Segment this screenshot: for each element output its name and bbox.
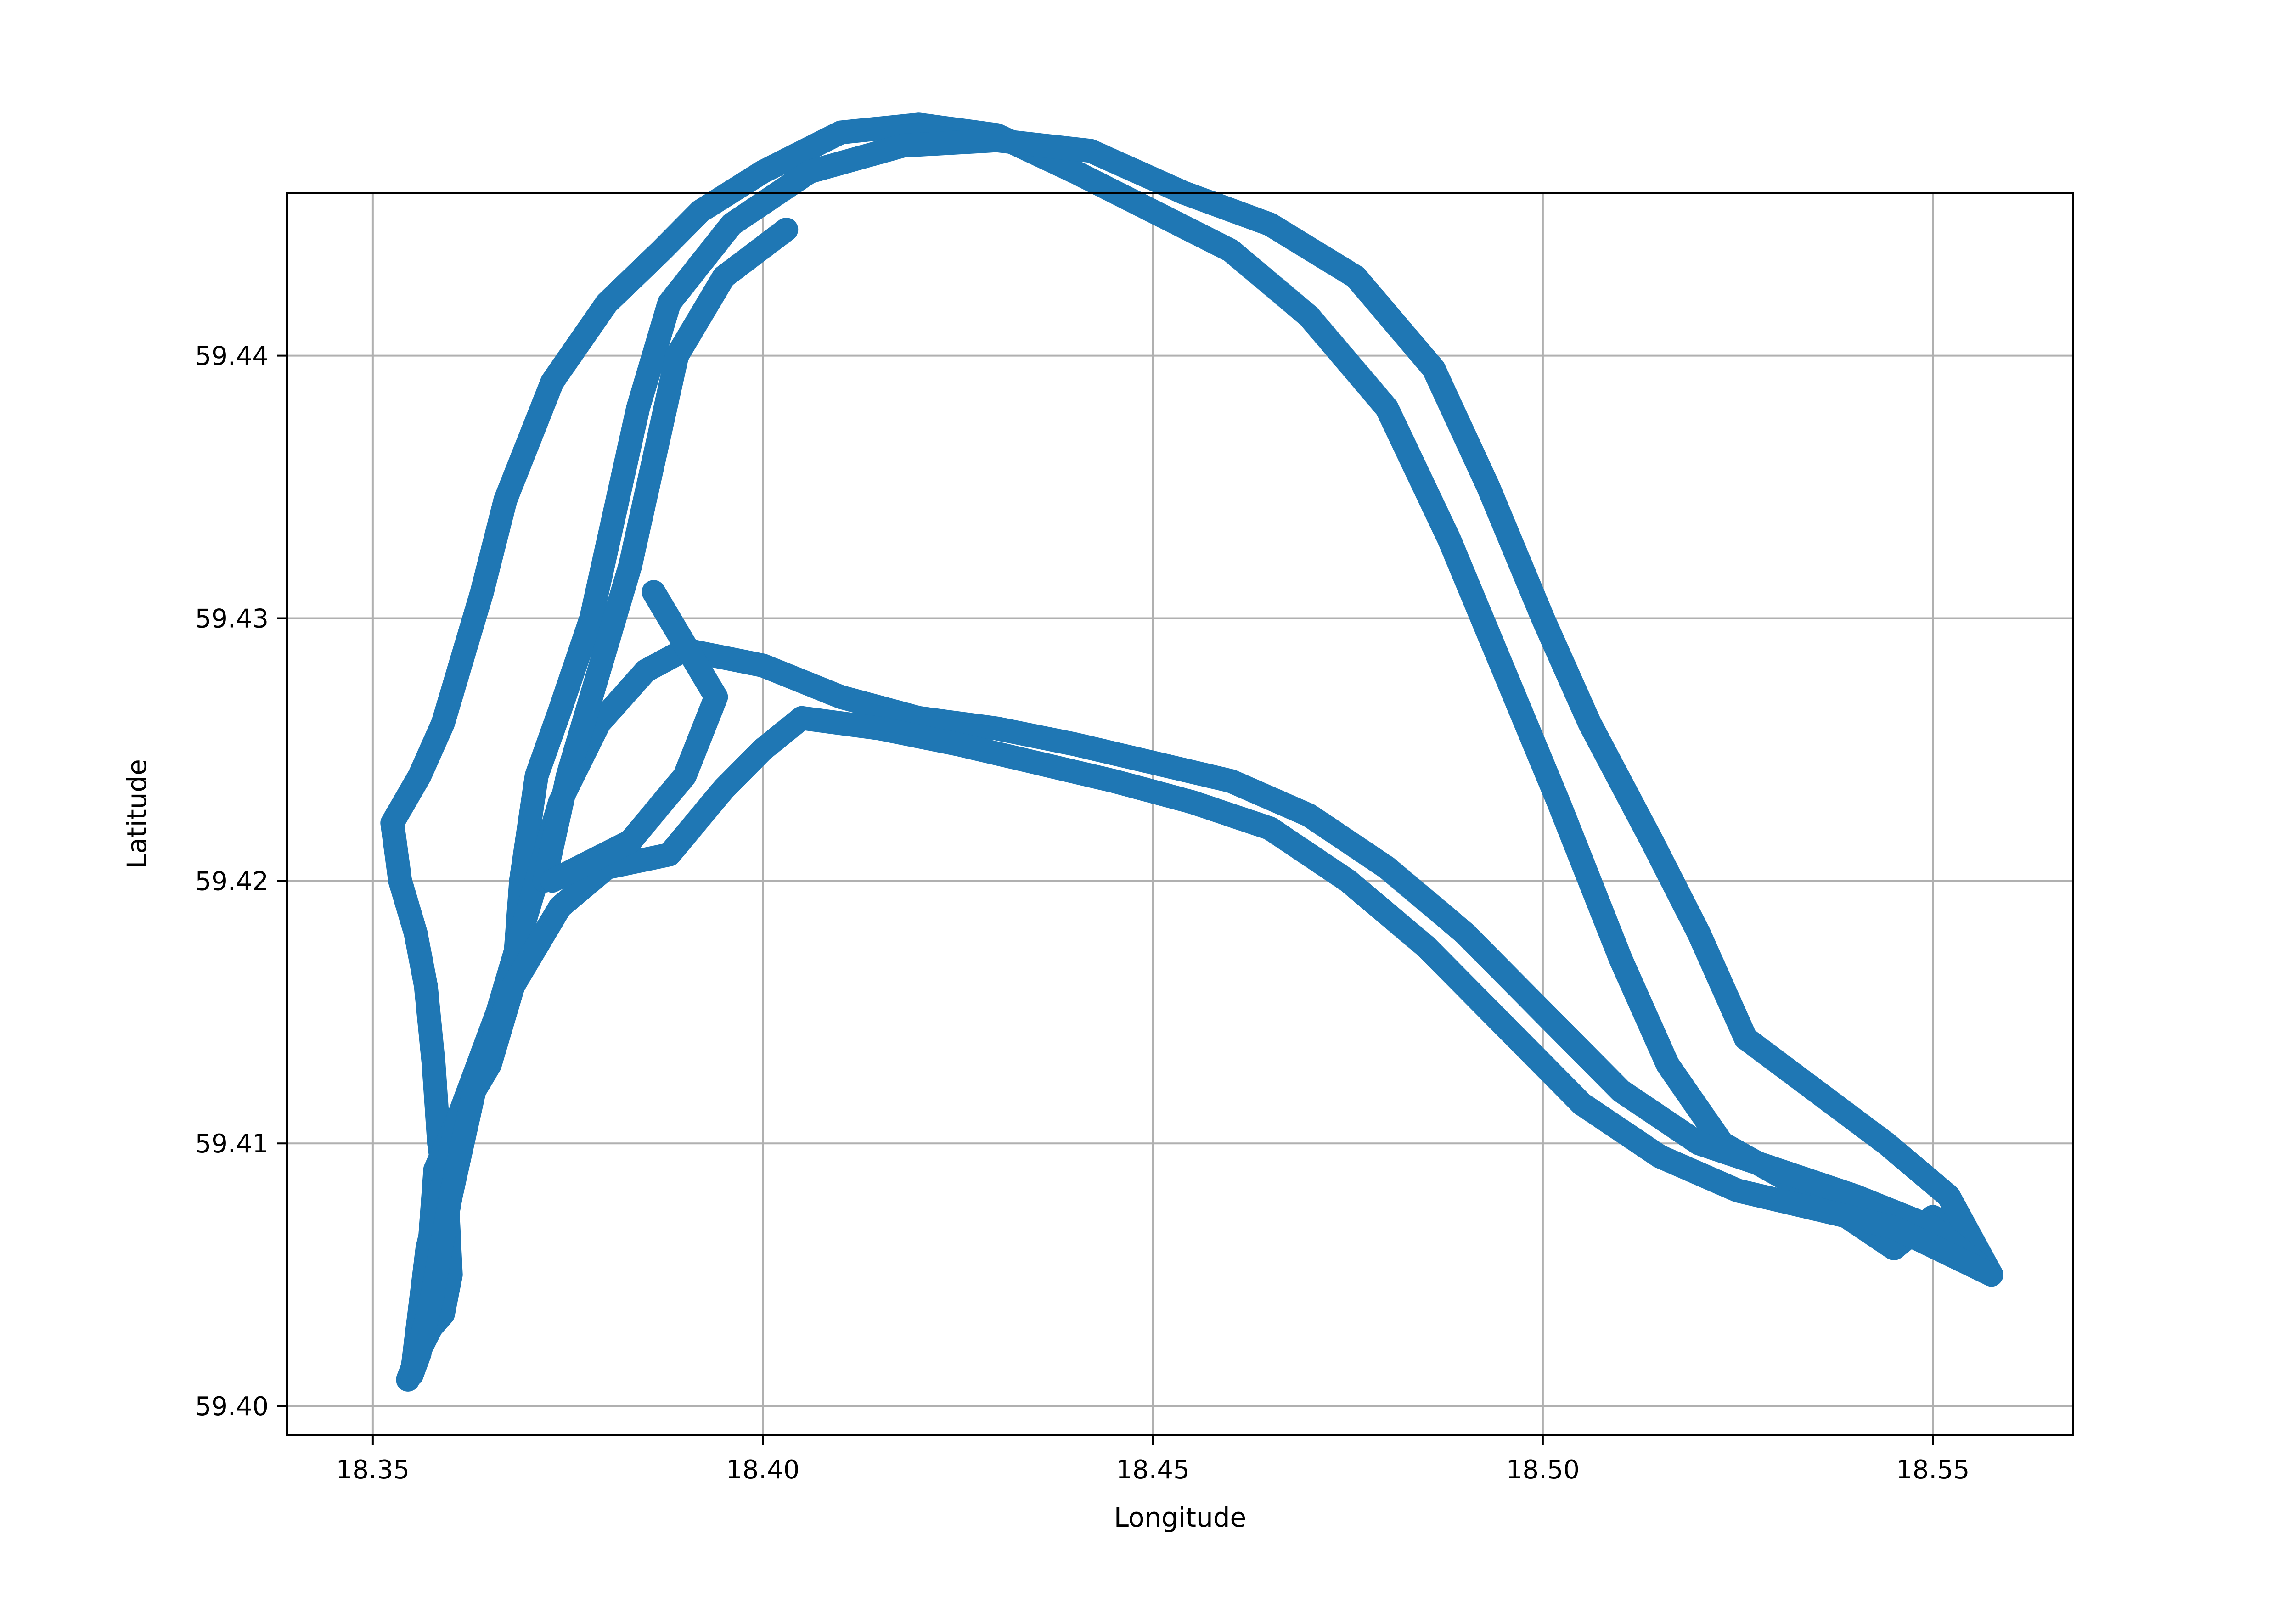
x-tick-label: 18.45	[1116, 1455, 1189, 1485]
track-line-5	[532, 218, 799, 893]
track-line-6	[540, 580, 728, 893]
x-tick-label: 18.55	[1896, 1455, 1970, 1485]
track-series	[380, 112, 2003, 1392]
track-line-1	[380, 112, 2003, 1392]
y-axis-label: Latitude	[121, 759, 152, 869]
y-tick-label: 59.44	[195, 342, 269, 371]
y-tick-label: 59.42	[195, 866, 269, 896]
y-tick-label: 59.40	[195, 1392, 269, 1422]
y-tick-label: 59.41	[195, 1129, 269, 1159]
y-axis-ticks: 59.40 59.41 59.42 59.43 59.44	[195, 342, 287, 1422]
y-tick-label: 59.43	[195, 604, 269, 634]
track-line-3	[400, 638, 2003, 1387]
x-axis-ticks: 18.35 18.40 18.45 18.50 18.55	[336, 1435, 1970, 1485]
x-tick-label: 18.40	[726, 1455, 799, 1485]
plot-frame	[286, 192, 2074, 1436]
x-tick-label: 18.50	[1506, 1455, 1580, 1485]
x-tick-label: 18.35	[336, 1455, 410, 1485]
x-axis-label: Longitude	[1114, 1502, 1246, 1533]
track-line-4	[400, 706, 2003, 1387]
grid-lines	[287, 193, 2073, 1435]
